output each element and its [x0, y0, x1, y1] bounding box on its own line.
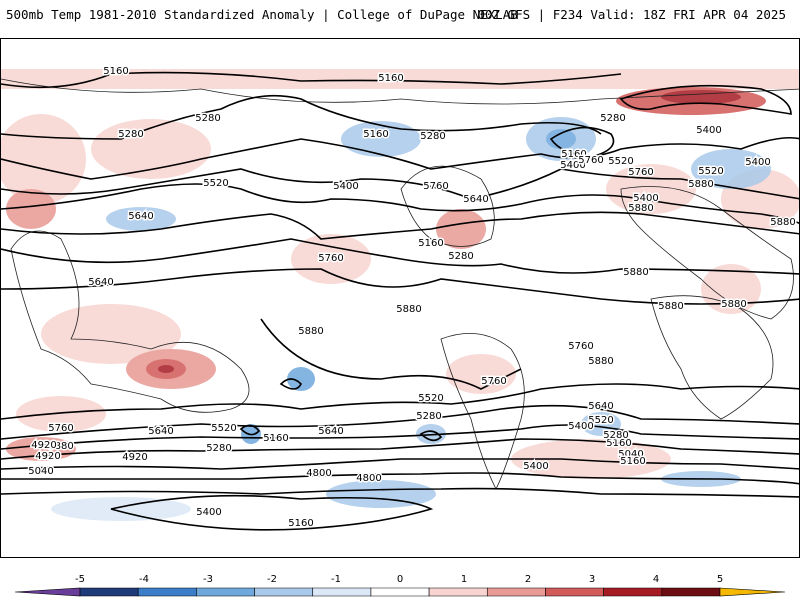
contour-label: 5880 — [588, 356, 613, 367]
legend-tick: 1 — [461, 574, 467, 585]
legend-tick: -1 — [331, 574, 341, 585]
contour-label: 5160 — [378, 73, 403, 84]
contour-label: 5040 — [28, 466, 53, 477]
contour-label: 5880 — [770, 217, 795, 228]
contour-label: 5880 — [298, 326, 323, 337]
legend-color-swatch — [428, 587, 488, 597]
color-scale-legend: -5 -4 -3 -2 -1 0 1 2 3 4 5 — [0, 570, 800, 600]
map-title: 500mb Temp 1981-2010 Standardized Anomal… — [6, 7, 518, 22]
contour-label: 5760 — [578, 155, 603, 166]
contour-label: 4800 — [356, 473, 381, 484]
contour-label: 5520 — [418, 393, 443, 404]
legend-color-swatch — [545, 587, 604, 597]
contour-label: 5280 — [603, 430, 628, 441]
legend-tick: 3 — [589, 574, 595, 585]
legend-tick-labels: -5 -4 -3 -2 -1 0 1 2 3 4 5 — [75, 574, 723, 585]
contour-label: 5880 — [688, 179, 713, 190]
legend-color-bar — [14, 587, 786, 597]
coastlines — [1, 78, 799, 490]
legend-color-swatch — [719, 587, 786, 597]
contour-label: 5880 — [623, 267, 648, 278]
legend-color-swatch — [486, 587, 546, 597]
legend-tick: 5 — [717, 574, 723, 585]
contour-label: 5880 — [658, 301, 683, 312]
legend-color-swatch — [661, 587, 721, 597]
legend-tick: -4 — [139, 574, 149, 585]
contour-label: 5280 — [416, 411, 441, 422]
contour-label: 5880 — [48, 441, 73, 452]
contour-label: 5280 — [420, 131, 445, 142]
legend-color-swatch — [196, 587, 255, 597]
contour-label: 5640 — [128, 211, 153, 222]
contour-label: 5160 — [418, 238, 443, 249]
contour-label: 5040 — [618, 449, 643, 460]
legend-tick: 2 — [525, 574, 531, 585]
contour-label: 5520 — [608, 156, 633, 167]
contour-label: 5640 — [318, 426, 343, 437]
map-panel: 5160 5160 5280 5160 5280 5280 5160 5280 5400 5520… — [0, 38, 800, 558]
contour-label: 5400 — [633, 193, 658, 204]
contour-label: 5520 — [588, 415, 613, 426]
contour-label: 5160 — [606, 438, 631, 449]
contour-label: 4920 — [35, 451, 60, 462]
cool-anomaly-shading — [51, 117, 771, 521]
legend-color-swatch — [603, 587, 663, 597]
contour-label: 5640 — [463, 194, 488, 205]
legend-color-swatch — [312, 587, 372, 597]
legend-tick: 4 — [653, 574, 659, 585]
contour-label: 5760 — [481, 376, 506, 387]
contour-label: 5160 — [263, 433, 288, 444]
contour-label: 5880 — [396, 304, 421, 315]
legend-color-swatch — [137, 587, 197, 597]
contour-label: 5640 — [88, 277, 113, 288]
contour-label: 5520 — [211, 423, 236, 434]
contour-label: 5400 — [523, 461, 548, 472]
contour-label: 5280 — [206, 443, 231, 454]
contour-label: 5400 — [745, 157, 770, 168]
contour-label: 5160 — [620, 456, 645, 467]
legend-color-swatch — [370, 587, 430, 597]
geopotential-contours — [1, 71, 799, 531]
model-valid-time: 00Z GFS | F234 Valid: 18Z FRI APR 04 202… — [477, 7, 786, 22]
contour-label: 5280 — [448, 251, 473, 262]
contour-label: 5160 — [363, 129, 388, 140]
contour-label: 5280 — [600, 113, 625, 124]
contour-label: 5160 — [561, 149, 586, 160]
contour-label: 5760 — [628, 167, 653, 178]
contour-label: 5760 — [318, 253, 343, 264]
contour-label: 5400 — [696, 125, 721, 136]
contour-label: 5520 — [203, 178, 228, 189]
contour-label: 5760 — [568, 341, 593, 352]
contour-label: 5520 — [698, 166, 723, 177]
legend-tick: -2 — [267, 574, 277, 585]
contour-label: 5760 — [423, 181, 448, 192]
legend-color-swatch — [14, 587, 81, 597]
contour-label: 5160 — [103, 66, 128, 77]
legend-bar: -5 -4 -3 -2 -1 0 1 2 3 4 5 — [14, 574, 786, 597]
contour-label: 4920 — [122, 452, 147, 463]
contour-label: 5400 — [333, 181, 358, 192]
legend-color-swatch — [79, 587, 139, 597]
contour-label: 5880 — [628, 203, 653, 214]
contour-label: 5160 — [288, 518, 313, 529]
contour-label: 4920 — [31, 440, 56, 451]
contour-label: 5280 — [118, 129, 143, 140]
contour-label: 5640 — [588, 401, 613, 412]
legend-color-swatch — [254, 587, 314, 597]
contour-label: 4800 — [306, 468, 331, 479]
legend-tick: 0 — [397, 574, 403, 585]
legend-tick: -5 — [75, 574, 85, 585]
contour-label: 5640 — [148, 426, 173, 437]
contour-label: 5880 — [721, 299, 746, 310]
contour-label: 5280 — [195, 113, 220, 124]
contour-label: 5760 — [48, 423, 73, 434]
contour-label: 5400 — [196, 507, 221, 518]
contour-label: 5400 — [560, 160, 585, 171]
legend-tick: -3 — [203, 574, 213, 585]
header-bar: 500mb Temp 1981-2010 Standardized Anomal… — [0, 0, 800, 30]
contour-label: 5400 — [568, 421, 593, 432]
